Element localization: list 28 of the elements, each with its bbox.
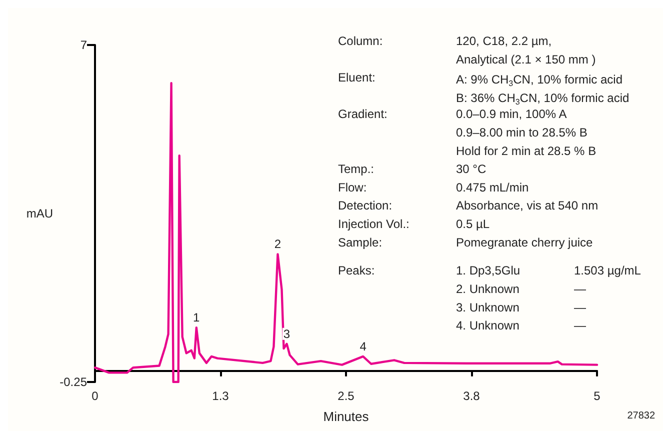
text: Flow: 0.475 mL/min — [338, 180, 529, 194]
y-tick-label: 7 — [80, 38, 88, 52]
text: 4. Unknown — — [456, 318, 586, 333]
text: Peaks: 1. Dp3,5Glu 1.503 µg/mL — [338, 264, 641, 278]
x-tick-label: 5 — [594, 389, 601, 403]
text: Detection: Absorbance, vis at 540 nm — [338, 198, 598, 213]
text: 27832 — [627, 410, 656, 422]
text: Temp.: 30 °C — [338, 162, 486, 176]
annotation: 3 — [283, 326, 290, 341]
text: Injection Vol.: 0.5 µL — [338, 217, 490, 231]
x-tick-label: 3.8 — [463, 389, 480, 403]
y-axis-title: mAU — [26, 206, 53, 220]
annotation: 1 — [193, 310, 200, 325]
text: Sample: Pomegranate cherry juice — [338, 235, 593, 250]
annotation: 2 — [274, 237, 282, 252]
x-tick-label: 1.3 — [212, 389, 230, 403]
y-tick-label: -0.25 — [60, 375, 88, 389]
text: 3. Unknown — — [456, 300, 586, 314]
x-axis-title: Minutes — [323, 409, 370, 424]
text: 2. Unknown — — [456, 282, 586, 296]
annotation: Analytical (2.1 × 150 mm ) — [456, 52, 596, 66]
annotation: 4 — [360, 339, 367, 354]
text: Gradient: 0.0–0.9 min, 100% A — [338, 107, 567, 122]
annotation: 0.9–8.00 min to 28.5% B — [456, 126, 588, 140]
x-tick-label: 2.5 — [338, 389, 355, 403]
annotation: Hold for 2 min at 28.5 % B — [456, 144, 596, 158]
text: Column: 120, C18, 2.2 µm, — [338, 34, 552, 48]
x-tick-label: 0 — [92, 389, 99, 403]
